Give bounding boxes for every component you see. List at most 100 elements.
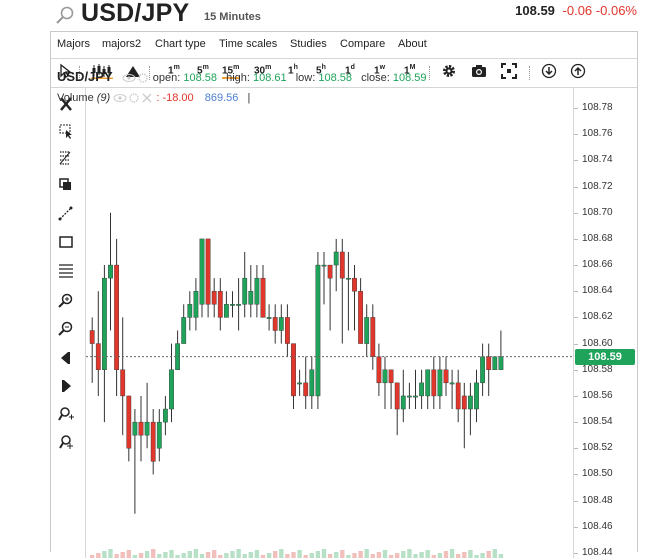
volume-bar [291, 552, 296, 558]
volume-bar [309, 553, 314, 558]
rectangle-icon[interactable] [57, 234, 75, 250]
close-label: close: [361, 72, 390, 84]
select-icon[interactable] [57, 123, 75, 139]
volume-bar [279, 549, 284, 558]
timeframe-5h[interactable]: 5h [316, 64, 326, 77]
volume-bar [334, 552, 339, 558]
axis-tick-mark [574, 395, 578, 397]
axis-tick-label: 108.76 [582, 128, 613, 140]
candle [486, 343, 492, 396]
timeframe-30m[interactable]: 30m [254, 64, 272, 77]
menu-chart-type[interactable]: Chart type [155, 38, 206, 50]
menu-majors2[interactable]: majors2 [102, 38, 142, 50]
volume-bar [395, 553, 400, 558]
timeframe-1M[interactable]: 1M [404, 64, 416, 77]
hlines-icon[interactable] [57, 262, 75, 278]
timeframe-1d[interactable]: 1d [345, 64, 355, 77]
candle [358, 278, 363, 344]
magnet-icon[interactable] [57, 406, 75, 422]
volume-bar [376, 552, 382, 558]
volume-bar [181, 553, 186, 558]
close-icon[interactable] [57, 96, 75, 112]
cursor-icon[interactable] [57, 63, 73, 79]
menu-majors[interactable]: Majors [57, 38, 91, 50]
volume-bar [138, 553, 144, 558]
price-chart[interactable] [86, 88, 573, 558]
candle [468, 382, 473, 436]
axis-tick-mark [574, 238, 578, 240]
menu-compare[interactable]: Compare [340, 38, 386, 50]
price-axis[interactable]: 108.78 108.76 108.74 108.72 108.70 108.68 108.… [573, 88, 638, 558]
candle-body [211, 291, 217, 305]
zoom-out-icon[interactable] [57, 321, 75, 337]
candle-body [364, 317, 370, 344]
timeframe-1w[interactable]: 1w [374, 64, 386, 77]
volume-value: 869.56 [204, 92, 239, 104]
candle-body [327, 264, 333, 279]
low-label: low: [295, 72, 316, 84]
ohlc-legend: USD/JPY open: 108.58 high: 108.61 low: 1… [57, 69, 433, 84]
candle-body [321, 264, 327, 267]
menu-about[interactable]: About [398, 38, 427, 50]
volume-bar [205, 552, 211, 558]
volume-change: : -18.00 [156, 92, 194, 104]
arrow-right-icon[interactable] [57, 378, 75, 394]
gear-icon[interactable] [441, 63, 457, 79]
volume-bar [486, 551, 491, 558]
menu-studies[interactable]: Studies [290, 38, 327, 50]
candle [388, 369, 394, 410]
volume-bar [449, 549, 455, 558]
candle [236, 278, 241, 331]
candle-body [138, 421, 144, 436]
candle-body [376, 356, 382, 384]
axis-tick-mark [574, 212, 578, 214]
candle [114, 238, 119, 396]
candle-body [461, 395, 467, 410]
camera-icon[interactable] [471, 63, 487, 79]
candle-body [193, 291, 199, 318]
crosshair-icon[interactable] [57, 434, 75, 450]
search-icon[interactable] [54, 4, 76, 26]
candle [132, 409, 138, 514]
fib-icon[interactable] [57, 150, 75, 166]
upload-icon[interactable] [570, 63, 586, 79]
axis-tick-label: 108.70 [582, 206, 613, 218]
axis-tick-label: 108.58 [582, 363, 613, 375]
timeframe-1m[interactable]: 1m [168, 64, 180, 77]
candle-body [333, 251, 339, 266]
arrow-left-icon[interactable] [57, 350, 75, 366]
zoom-in-icon[interactable] [57, 293, 75, 309]
visibility-icons[interactable] [122, 73, 150, 83]
candle-body [150, 421, 156, 462]
axis-tick-label: 108.72 [582, 180, 613, 192]
candle-body [407, 395, 412, 398]
volume-param: (9) [96, 92, 111, 104]
timeframe-15m[interactable]: 15m [222, 64, 240, 80]
candle-body [400, 395, 406, 410]
volume-visibility-icons[interactable] [113, 93, 153, 103]
volume-bar [321, 549, 327, 558]
volume-bar [297, 550, 302, 558]
candles-icon[interactable] [91, 63, 113, 79]
candle [461, 382, 467, 449]
menu-bar: Majors majors2 Chart type Time scales St… [51, 32, 637, 59]
candle-body [315, 264, 321, 397]
line-icon[interactable] [57, 205, 75, 221]
last-price: 108.59 [515, 3, 555, 18]
candle [425, 369, 431, 410]
timeframe-5m[interactable]: 5m [197, 64, 209, 77]
candle [309, 356, 315, 410]
volume-bar [401, 551, 406, 558]
candle-body [132, 421, 138, 436]
candle-body [449, 382, 455, 385]
clone-icon[interactable] [57, 177, 75, 193]
candle [211, 278, 217, 318]
candle [498, 330, 504, 370]
timeframe-1h[interactable]: 1h [288, 64, 298, 77]
fullscreen-icon[interactable] [501, 63, 517, 79]
candle [242, 251, 248, 318]
menu-time-scales[interactable]: Time scales [219, 38, 278, 50]
candle-body [352, 277, 357, 292]
download-icon[interactable] [541, 63, 557, 79]
candle-body [102, 277, 107, 370]
